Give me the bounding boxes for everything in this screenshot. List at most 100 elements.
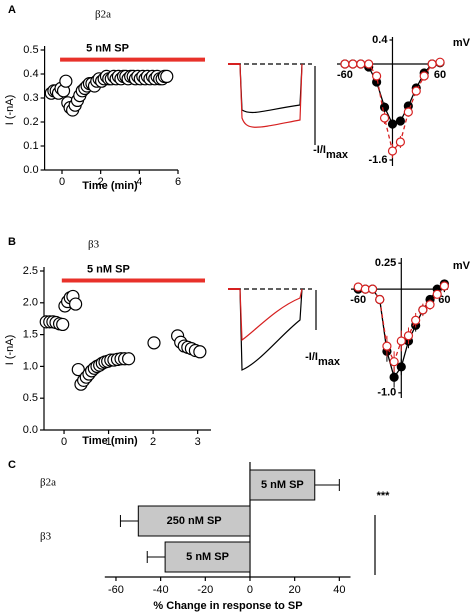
y-tick-label: 1.0 bbox=[23, 360, 38, 372]
x-tick-label: 60 bbox=[438, 294, 450, 306]
data-point bbox=[379, 102, 390, 112]
x-tick-label: 20 bbox=[289, 584, 301, 596]
x-tick-label: 4 bbox=[136, 176, 142, 188]
x-tick-label: 0 bbox=[61, 436, 67, 448]
current-traces-a bbox=[228, 63, 316, 145]
significance: *** bbox=[377, 490, 391, 502]
data-point bbox=[389, 357, 399, 367]
x-axis-label: % Change in response to SP bbox=[153, 600, 302, 612]
data-point bbox=[418, 305, 428, 315]
data-point bbox=[193, 345, 207, 359]
x-tick-label: 0 bbox=[59, 176, 65, 188]
bar-label: 5 nM SP bbox=[186, 551, 229, 563]
panel-label: B bbox=[8, 236, 16, 248]
x-axis-label: mV bbox=[453, 260, 471, 272]
y-axis-label-main: -I/I bbox=[313, 144, 326, 156]
x-tick-label: 2 bbox=[98, 176, 104, 188]
data-point bbox=[396, 362, 406, 372]
data-point bbox=[427, 59, 437, 69]
y-axis-label: -I/Imax bbox=[305, 351, 341, 368]
data-point bbox=[147, 336, 161, 350]
y-tick-label: 0.25 bbox=[375, 257, 396, 269]
data-point bbox=[432, 289, 442, 299]
group-label: β3 bbox=[40, 531, 52, 543]
y-tick-label: -1.6 bbox=[369, 154, 388, 166]
y-tick-label: 0.5 bbox=[23, 44, 38, 56]
data-point bbox=[382, 341, 392, 351]
data-point bbox=[56, 317, 70, 332]
data-point bbox=[389, 372, 399, 382]
trace-red bbox=[239, 288, 303, 342]
data-point bbox=[69, 297, 83, 311]
y-tick-label: 0.4 bbox=[372, 34, 388, 46]
data-point bbox=[425, 300, 435, 310]
data-point bbox=[419, 71, 429, 81]
data-point bbox=[396, 336, 406, 346]
x-tick-label: -60 bbox=[108, 584, 124, 596]
y-tick-label: -1.0 bbox=[377, 387, 396, 399]
x-tick-label: 6 bbox=[175, 176, 181, 188]
x-axis-label: mV bbox=[453, 37, 471, 49]
y-tick-label: 1.5 bbox=[23, 329, 38, 341]
data-point bbox=[435, 57, 445, 67]
treatment-label: 5 nM SP bbox=[87, 263, 130, 275]
trace-black bbox=[239, 288, 303, 371]
data-point bbox=[387, 119, 398, 129]
x-tick-label: 2 bbox=[150, 436, 156, 448]
data-point bbox=[356, 59, 366, 69]
y-tick-label: 0.4 bbox=[23, 68, 38, 80]
data-point bbox=[367, 284, 378, 294]
trace-red bbox=[239, 63, 303, 128]
data-point bbox=[411, 86, 421, 96]
data-point bbox=[387, 146, 398, 156]
y-axis-label-main: -I/I bbox=[305, 351, 318, 363]
y-tick-label: 0.0 bbox=[23, 164, 38, 176]
data-point bbox=[160, 69, 174, 84]
y-tick-label: 2.5 bbox=[23, 265, 38, 277]
x-tick-label: -60 bbox=[337, 69, 353, 81]
x-tick-label: 40 bbox=[333, 584, 345, 596]
data-point bbox=[375, 294, 385, 305]
y-tick-label: 0.1 bbox=[23, 140, 38, 152]
current-traces-b bbox=[228, 288, 317, 371]
bar-label: 5 nM SP bbox=[261, 479, 304, 491]
y-tick-label: 0.3 bbox=[23, 92, 38, 104]
panel-label: C bbox=[8, 459, 16, 471]
data-point bbox=[395, 137, 406, 147]
data-point bbox=[364, 59, 374, 69]
y-axis-label: I (-nA) bbox=[4, 335, 16, 366]
y-axis-label-sub: max bbox=[326, 149, 349, 161]
y-tick-label: 2.0 bbox=[23, 297, 38, 309]
y-tick-label: 0.2 bbox=[23, 116, 38, 128]
x-tick-label: 60 bbox=[434, 69, 446, 81]
y-axis-label: I (-nA) bbox=[4, 95, 16, 126]
data-point bbox=[403, 331, 414, 341]
data-point bbox=[395, 116, 406, 126]
x-tick-label: -40 bbox=[153, 584, 169, 596]
data-point bbox=[411, 315, 421, 325]
bar bbox=[164, 541, 251, 573]
bar-label: 250 nM SP bbox=[167, 515, 222, 527]
chart-title: β2a bbox=[95, 9, 111, 21]
y-axis-label-sub: max bbox=[318, 356, 341, 368]
x-tick-label: -60 bbox=[350, 294, 366, 306]
chart-title: β3 bbox=[88, 239, 100, 251]
panel-label: A bbox=[8, 4, 16, 16]
data-point bbox=[372, 71, 382, 81]
data-point bbox=[59, 74, 73, 88]
data-point bbox=[122, 352, 136, 366]
y-tick-label: 0.0 bbox=[23, 424, 38, 436]
data-point bbox=[403, 107, 413, 117]
data-point bbox=[439, 281, 450, 291]
bar bbox=[249, 469, 316, 501]
y-axis-label: -I/Imax bbox=[313, 144, 349, 161]
bar bbox=[137, 505, 251, 537]
x-tick-label: -20 bbox=[197, 584, 213, 596]
group-label: β2a bbox=[40, 477, 56, 489]
data-point bbox=[379, 113, 390, 123]
x-axis-label: Time (min) bbox=[82, 180, 138, 192]
x-tick-label: 0 bbox=[247, 584, 253, 596]
x-axis-label: Time (min) bbox=[82, 435, 138, 447]
x-tick-label: 3 bbox=[195, 436, 201, 448]
